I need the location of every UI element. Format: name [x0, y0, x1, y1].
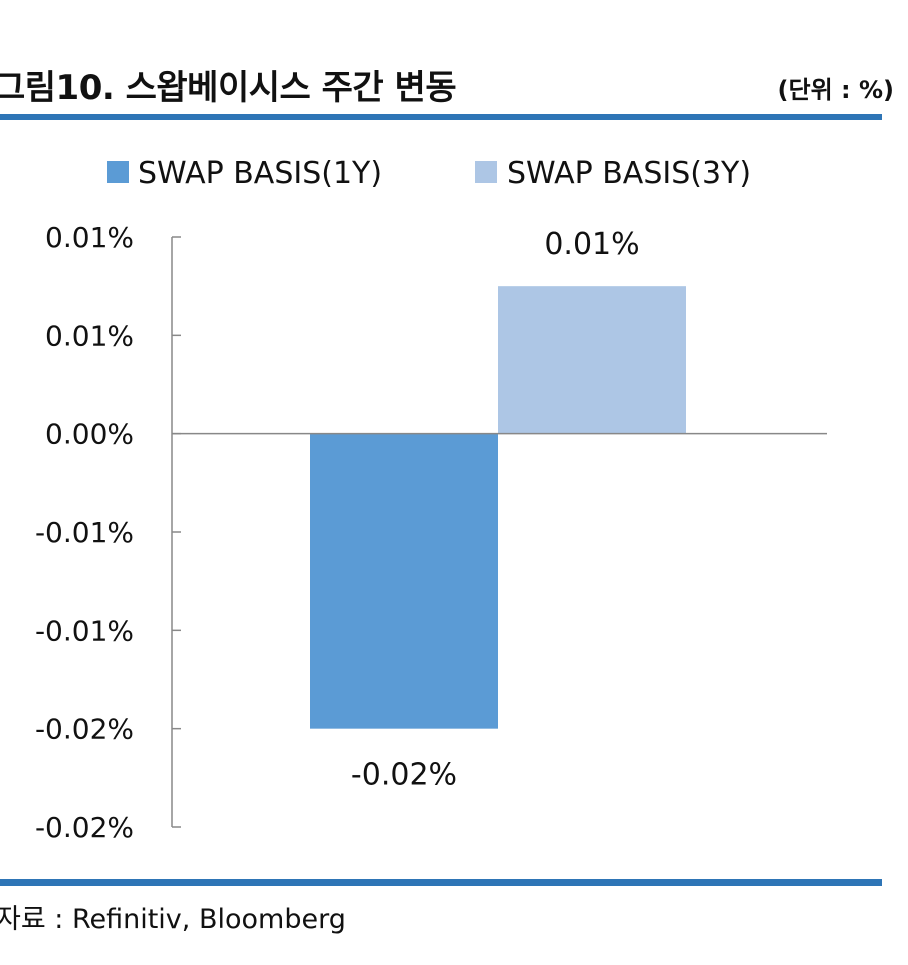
data-label-3y: 0.01% — [544, 227, 639, 262]
legend-swatch-3y — [475, 161, 497, 183]
data-labels: -0.02% 0.01% — [351, 227, 640, 793]
bottom-divider — [0, 879, 882, 886]
legend-swatch-1y — [107, 161, 129, 183]
y-tick-label: 0.01% — [45, 221, 134, 254]
y-tick-label: -0.01% — [35, 516, 134, 549]
top-divider — [0, 114, 882, 120]
bars — [310, 286, 686, 729]
unit-label: (단위 : %) — [777, 76, 894, 104]
data-label-1y: -0.02% — [351, 758, 457, 793]
legend-label-1y: SWAP BASIS(1Y) — [138, 156, 382, 191]
bar-1y — [310, 433, 498, 729]
chart-title: 그림10. 스왑베이시스 주간 변동 — [0, 68, 457, 108]
legend-label-3y: SWAP BASIS(3Y) — [507, 156, 751, 191]
y-tick-label: -0.02% — [35, 811, 134, 844]
y-tick-label: -0.02% — [35, 713, 134, 746]
y-tick-label: 0.00% — [45, 418, 134, 451]
bar-3y — [498, 286, 686, 434]
y-tick-label: 0.01% — [45, 319, 134, 352]
legend: SWAP BASIS(1Y) SWAP BASIS(3Y) — [107, 156, 751, 191]
y-tick-label: -0.01% — [35, 614, 134, 647]
source-note: 자료 : Refinitiv, Bloomberg — [0, 904, 346, 935]
y-axis: 0.01% 0.01% 0.00% -0.01% -0.01% -0.02% -0.02% — [35, 221, 181, 844]
